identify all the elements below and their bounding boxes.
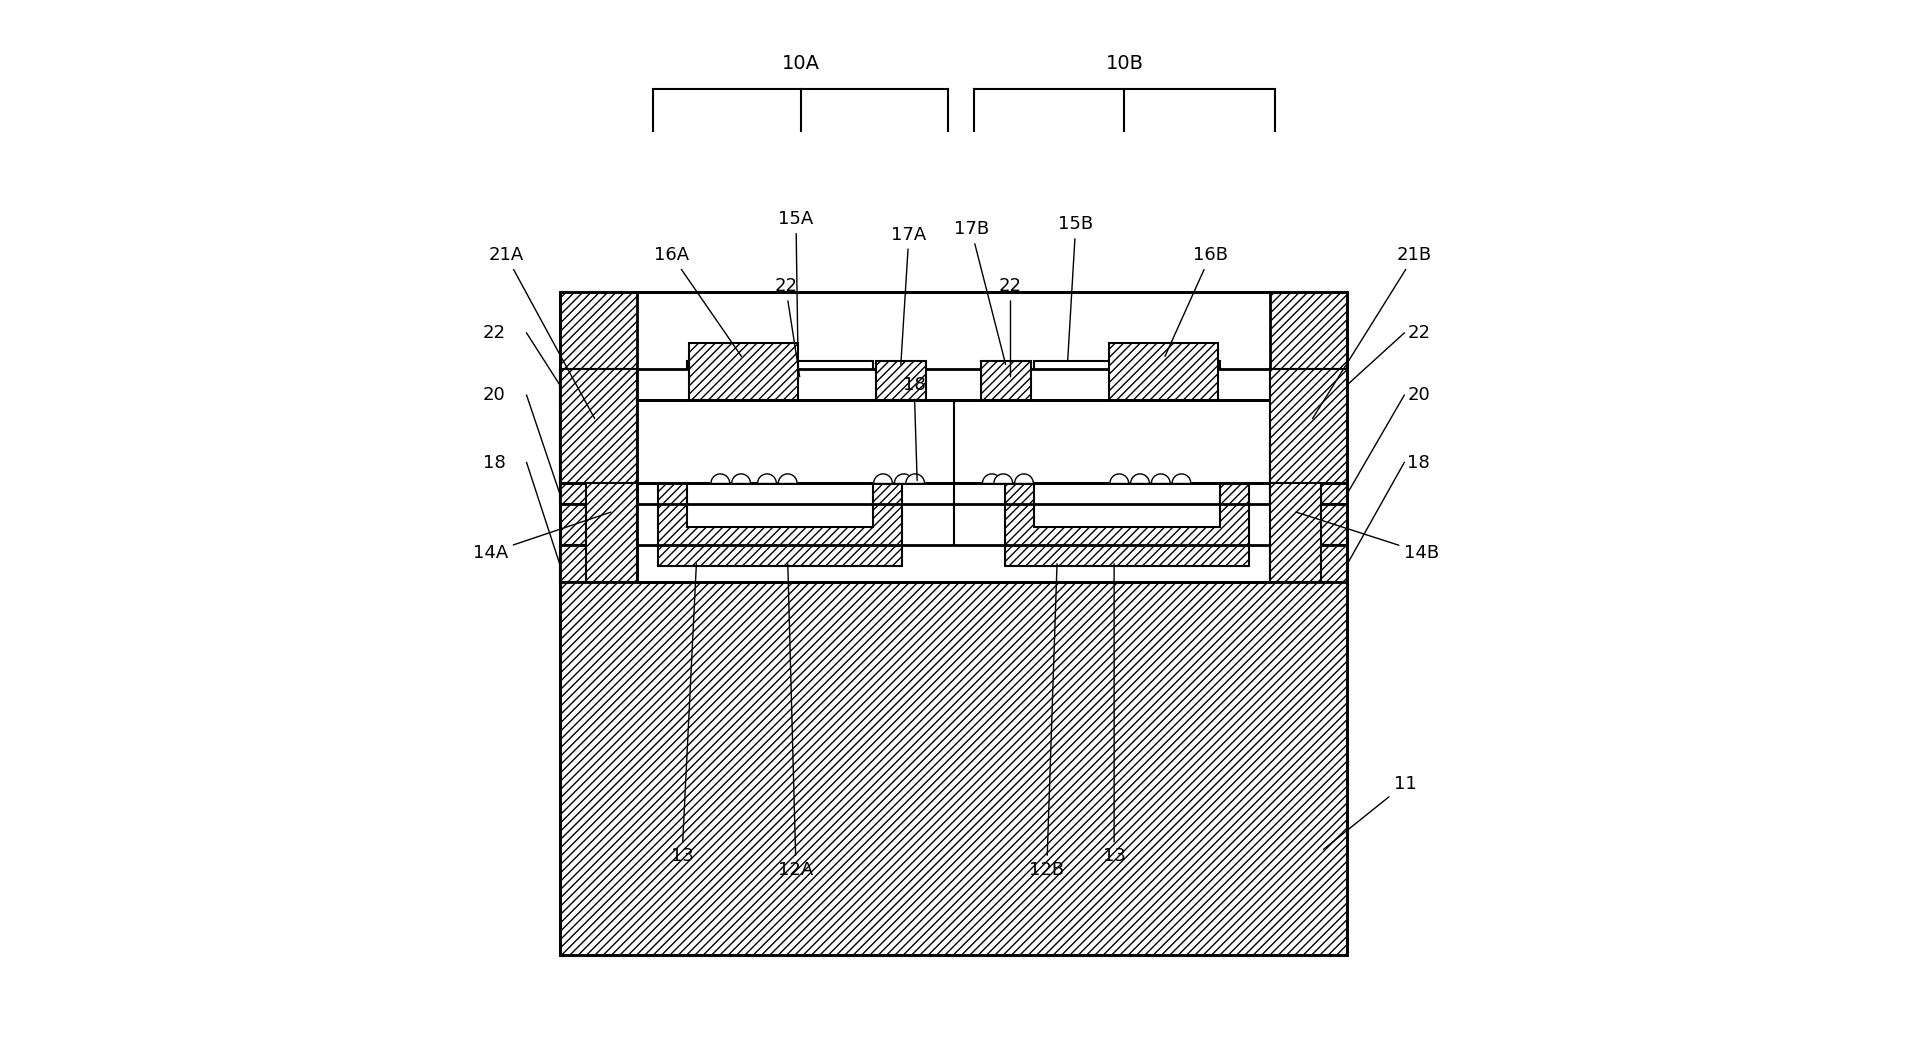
- Bar: [1270, 545, 1346, 582]
- Bar: [561, 483, 637, 504]
- Polygon shape: [1110, 474, 1129, 483]
- Bar: [1270, 442, 1322, 582]
- Polygon shape: [732, 474, 749, 483]
- Text: 17A: 17A: [891, 225, 927, 365]
- Polygon shape: [994, 474, 1013, 483]
- Bar: [1005, 374, 1249, 566]
- Text: 13: 13: [1102, 564, 1125, 865]
- Text: 10B: 10B: [1106, 54, 1144, 73]
- Text: 22: 22: [999, 277, 1022, 377]
- Text: 12A: 12A: [778, 564, 814, 879]
- Text: 22: 22: [774, 277, 799, 377]
- Bar: [585, 442, 637, 582]
- Bar: [637, 369, 1270, 400]
- Text: 21A: 21A: [488, 246, 595, 419]
- Bar: [561, 292, 1346, 955]
- Text: 18: 18: [902, 376, 925, 480]
- Text: 11: 11: [1323, 775, 1417, 849]
- Bar: [561, 400, 637, 483]
- Bar: [688, 343, 797, 400]
- Polygon shape: [757, 474, 776, 483]
- Bar: [658, 374, 902, 566]
- Polygon shape: [906, 474, 925, 483]
- Bar: [561, 545, 637, 582]
- Text: 22: 22: [1407, 324, 1430, 342]
- Bar: [561, 292, 1346, 955]
- Text: 18: 18: [482, 453, 505, 472]
- Bar: [1270, 400, 1346, 483]
- Bar: [1270, 369, 1346, 483]
- Bar: [1034, 361, 1220, 527]
- Polygon shape: [1173, 474, 1190, 483]
- Bar: [982, 361, 1032, 400]
- Polygon shape: [1152, 474, 1171, 483]
- Polygon shape: [711, 474, 730, 483]
- Text: 14B: 14B: [1297, 512, 1440, 562]
- Bar: [1270, 483, 1346, 504]
- Text: 20: 20: [1407, 387, 1430, 404]
- Text: 20: 20: [482, 387, 505, 404]
- Polygon shape: [1131, 474, 1150, 483]
- Text: 16B: 16B: [1165, 246, 1228, 356]
- Text: 15B: 15B: [1058, 215, 1093, 362]
- Text: 12B: 12B: [1030, 564, 1064, 879]
- Text: 18: 18: [1407, 453, 1430, 472]
- Polygon shape: [778, 474, 797, 483]
- Text: 13: 13: [671, 564, 696, 865]
- Bar: [561, 369, 637, 483]
- Bar: [637, 292, 1270, 582]
- Polygon shape: [873, 474, 892, 483]
- Text: 16A: 16A: [654, 246, 742, 356]
- Bar: [687, 361, 873, 527]
- Text: 17B: 17B: [954, 220, 1005, 365]
- Text: 14A: 14A: [473, 512, 610, 562]
- Bar: [637, 400, 1270, 483]
- Bar: [1270, 369, 1346, 400]
- Polygon shape: [1015, 474, 1034, 483]
- Text: 15A: 15A: [778, 210, 814, 362]
- Bar: [875, 361, 925, 400]
- Text: 22: 22: [482, 324, 505, 342]
- Bar: [561, 369, 637, 400]
- Bar: [1110, 343, 1219, 400]
- Polygon shape: [894, 474, 913, 483]
- Polygon shape: [982, 474, 1001, 483]
- Text: 10A: 10A: [782, 54, 820, 73]
- Text: 21B: 21B: [1312, 246, 1432, 419]
